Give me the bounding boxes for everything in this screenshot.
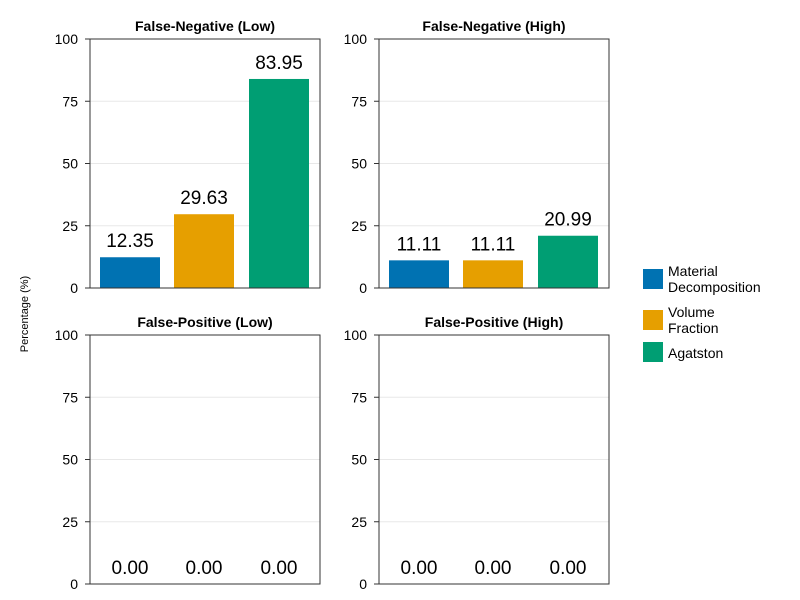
data-label: 0.00 <box>475 558 512 579</box>
data-label: 0.00 <box>401 558 438 579</box>
data-label: 20.99 <box>544 210 592 231</box>
data-label: 83.95 <box>255 53 303 74</box>
y-tick-label: 0 <box>70 576 78 592</box>
legend: Material Decomposition Volume Fraction Agats… <box>643 263 761 362</box>
bar <box>463 260 523 288</box>
bar <box>100 257 160 288</box>
chart-panel: 0 25 50 75 100 False-Positive (High) 0.00 0.00 0… <box>344 314 610 592</box>
chart-panel: 0 25 50 75 100 False-Positive (Low) 0.00 0.00 0.… <box>55 314 321 592</box>
y-tick-label: 25 <box>62 218 78 234</box>
y-tick-label: 75 <box>351 93 367 109</box>
y-tick-label: 25 <box>351 218 367 234</box>
chart-panel: 0 25 50 75 100 False-Negative (Low) 12.35 29.63… <box>55 18 321 296</box>
y-tick-label: 0 <box>70 280 78 296</box>
data-label: 0.00 <box>261 558 298 579</box>
legend-swatch <box>643 269 663 289</box>
panel-title: False-Negative (Low) <box>135 18 275 34</box>
data-label: 0.00 <box>186 558 223 579</box>
y-tick-label: 75 <box>62 389 78 405</box>
y-tick-label: 100 <box>55 31 79 47</box>
y-tick-label: 75 <box>62 93 78 109</box>
chart-panel: 0 25 50 75 100 False-Negative (High) 11.11 11.1… <box>344 18 610 296</box>
bar <box>249 78 309 288</box>
y-tick-label: 0 <box>359 576 367 592</box>
chart-panels: 0 25 50 75 100 False-Negative (Low) 12.35 29.63… <box>55 18 610 592</box>
legend-item: Agatston <box>643 342 723 362</box>
y-tick-label: 50 <box>351 156 367 172</box>
bar <box>389 260 449 288</box>
legend-item: Material Decomposition <box>643 263 761 295</box>
data-label: 0.00 <box>112 558 149 579</box>
bar <box>174 214 234 288</box>
panel-title: False-Negative (High) <box>422 18 565 34</box>
y-tick-label: 50 <box>62 452 78 468</box>
data-label: 29.63 <box>180 188 228 209</box>
y-tick-label: 75 <box>351 389 367 405</box>
bar <box>538 235 598 288</box>
y-tick-label: 0 <box>359 280 367 296</box>
legend-item: Volume Fraction <box>643 304 719 336</box>
y-axis-label: Percentage (%) <box>19 276 31 352</box>
y-tick-label: 100 <box>344 327 368 343</box>
legend-label: Material Decomposition <box>668 263 761 295</box>
panel-title: False-Positive (Low) <box>137 314 272 330</box>
y-tick-label: 50 <box>62 156 78 172</box>
legend-swatch <box>643 342 663 362</box>
y-tick-label: 25 <box>62 514 78 530</box>
y-tick-label: 25 <box>351 514 367 530</box>
legend-swatch <box>643 310 663 330</box>
data-label: 11.11 <box>397 234 442 255</box>
legend-label: Volume Fraction <box>668 304 719 336</box>
data-label: 0.00 <box>550 558 587 579</box>
panel-title: False-Positive (High) <box>425 314 563 330</box>
y-tick-label: 50 <box>351 452 367 468</box>
data-label: 12.35 <box>106 231 154 252</box>
y-tick-label: 100 <box>344 31 368 47</box>
legend-label: Agatston <box>668 345 723 361</box>
data-label: 11.11 <box>471 234 516 255</box>
y-tick-label: 100 <box>55 327 79 343</box>
